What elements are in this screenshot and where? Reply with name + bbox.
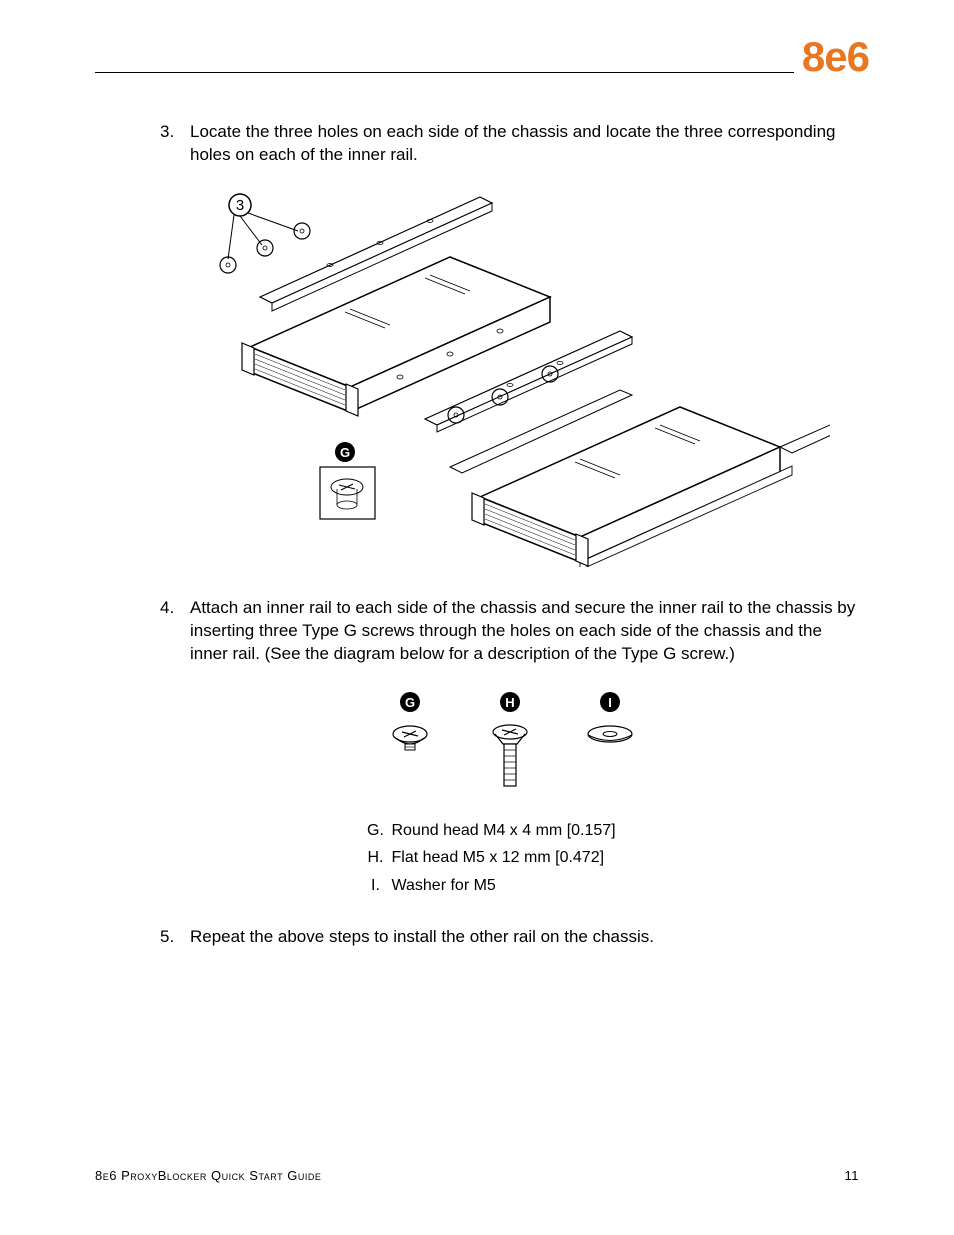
legend-text: Round head M4 x 4 mm [0.157]	[392, 820, 616, 842]
legend-letter: G.	[360, 820, 392, 842]
instruction-step: 3. Locate the three holes on each side o…	[160, 121, 859, 167]
chassis-rail-diagram: 3	[190, 187, 859, 567]
step-number: 5.	[160, 926, 190, 949]
page-footer: 8e6 ProxyBlocker Quick Start Guide 11	[95, 1167, 859, 1185]
legend-item: H. Flat head M5 x 12 mm [0.472]	[360, 847, 660, 869]
round-head-screw-icon	[393, 726, 427, 750]
svg-text:G: G	[404, 695, 414, 710]
step-text: Attach an inner rail to each side of the…	[190, 597, 859, 666]
screw-g-callout: G	[320, 442, 375, 519]
page-header: 8e6	[95, 35, 859, 73]
header-rule	[95, 72, 794, 73]
page-number: 11	[845, 1167, 860, 1185]
logo-text: 8e6	[802, 33, 869, 80]
lower-chassis-assembled	[450, 390, 830, 567]
step-number: 4.	[160, 597, 190, 666]
legend-item: I. Washer for M5	[360, 875, 660, 897]
svg-text:I: I	[608, 695, 612, 710]
svg-text:H: H	[505, 695, 514, 710]
legend-text: Washer for M5	[392, 875, 496, 897]
legend-letter: I.	[360, 875, 392, 897]
flat-head-screw-icon	[493, 725, 527, 786]
step-text: Locate the three holes on each side of t…	[190, 121, 859, 167]
svg-text:G: G	[340, 445, 350, 460]
step-text: Repeat the above steps to install the ot…	[190, 926, 859, 949]
brand-logo: 8e6	[802, 29, 869, 86]
instruction-step: 5. Repeat the above steps to install the…	[160, 926, 859, 949]
legend-text: Flat head M5 x 12 mm [0.472]	[392, 847, 605, 869]
step-number: 3.	[160, 121, 190, 167]
callout-3-label: 3	[236, 197, 244, 214]
footer-title: 8e6 ProxyBlocker Quick Start Guide	[95, 1167, 321, 1185]
legend-letter: H.	[360, 847, 392, 869]
washer-icon	[588, 726, 632, 742]
legend-item: G. Round head M4 x 4 mm [0.157]	[360, 820, 660, 842]
instruction-step: 4. Attach an inner rail to each side of …	[160, 597, 859, 666]
hardware-legend-diagram: G H	[160, 686, 859, 897]
